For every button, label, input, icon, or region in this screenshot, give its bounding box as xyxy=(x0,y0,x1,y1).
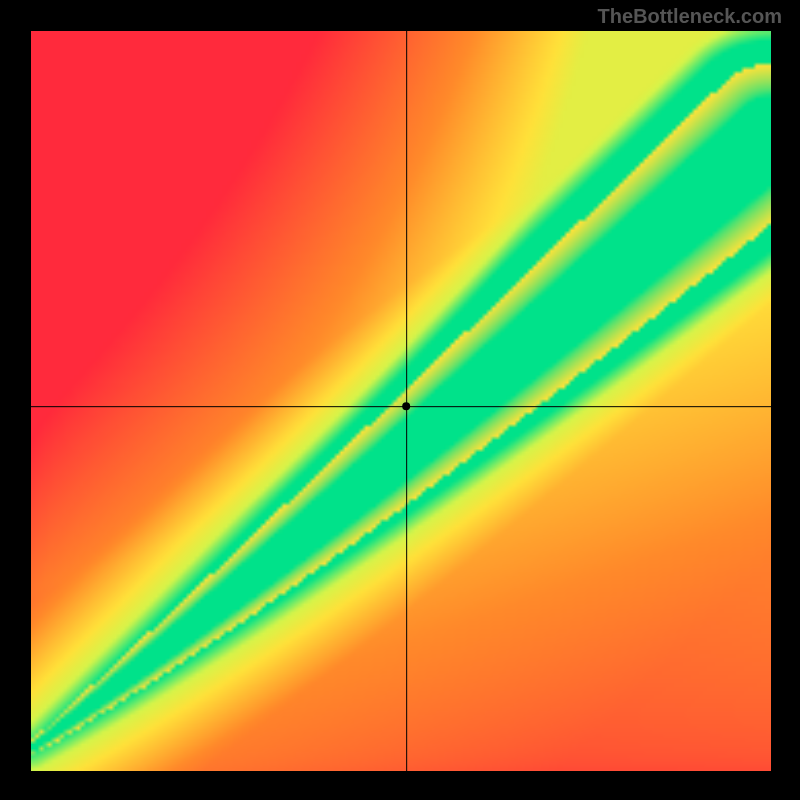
bottleneck-heatmap xyxy=(31,31,771,771)
chart-container: TheBottleneck.com xyxy=(0,0,800,800)
watermark-text: TheBottleneck.com xyxy=(598,6,782,29)
